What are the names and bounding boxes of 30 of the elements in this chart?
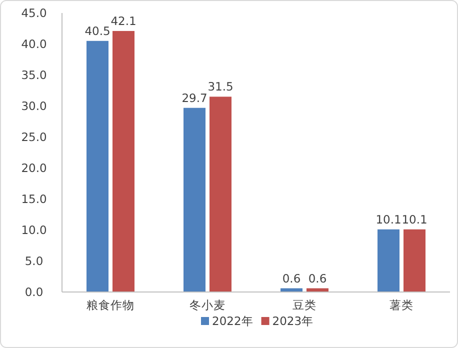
bar [378,229,400,292]
y-tick-label: 15.0 [21,192,47,206]
y-tick-label: 10.0 [21,223,47,237]
data-label: 42.1 [110,14,136,28]
data-label: 29.7 [182,90,208,105]
bar [404,229,426,292]
y-tick-label: 5.0 [24,254,44,268]
y-tick-label: 40.0 [21,37,47,51]
bar [184,108,206,292]
y-tick-label: 20.0 [21,161,47,175]
data-label: 0.6 [282,271,301,286]
x-tick-label: 豆类 [292,298,316,312]
y-tick-label: 35.0 [21,68,47,82]
x-tick-label: 冬小麦 [190,298,226,312]
bar [210,96,232,292]
y-tick-label: 45.0 [21,6,47,20]
y-tick-label: 30.0 [21,99,47,113]
data-label: 0.6 [308,271,327,286]
data-label: 10.1 [376,212,402,226]
x-tick-label: 薯类 [390,298,414,312]
legend-label: 2022年 [212,314,254,328]
data-label: 31.5 [208,80,234,94]
legend-label: 2023年 [272,314,314,328]
y-tick-label: 25.0 [21,130,47,144]
y-tick-label: 0.0 [24,285,44,299]
data-label: 10.1 [402,212,428,226]
data-label: 40.5 [84,24,110,38]
bar [86,40,108,292]
bar [112,30,134,292]
x-tick-label: 粮食作物 [86,298,134,312]
